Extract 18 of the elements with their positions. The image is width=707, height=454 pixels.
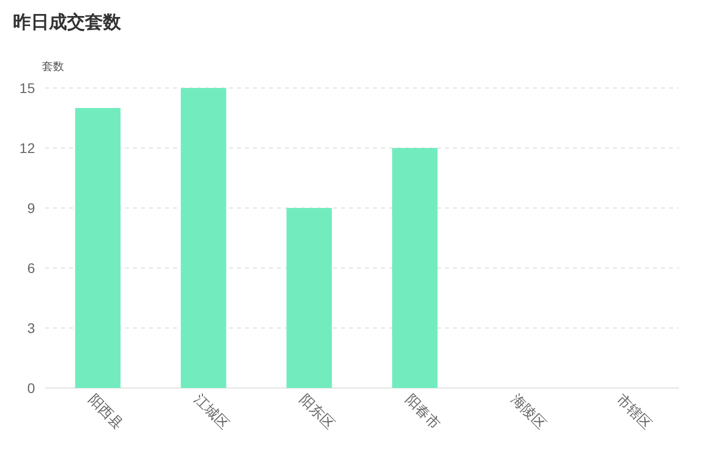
x-tick-label: 海陵区 [508, 390, 550, 432]
y-tick-label: 15 [19, 80, 36, 96]
bar [392, 148, 438, 388]
x-tick-label: 阳西县 [86, 390, 127, 432]
bar [75, 108, 121, 388]
x-tick-label: 市辖区 [614, 390, 656, 432]
y-tick-label: 6 [27, 260, 36, 276]
y-tick-label: 3 [27, 320, 36, 336]
bar [286, 208, 332, 388]
y-axis-title: 套数 [42, 61, 64, 73]
y-tick-label: 12 [19, 140, 36, 156]
bar [180, 88, 226, 388]
y-tick-label: 0 [27, 380, 36, 396]
x-tick-label: 阳东区 [297, 390, 338, 432]
y-tick-label: 9 [27, 200, 36, 216]
x-tick-label: 江城区 [191, 390, 232, 432]
chart-title: 昨日成交套数 [13, 12, 122, 32]
x-tick-label: 阳春市 [402, 390, 444, 432]
